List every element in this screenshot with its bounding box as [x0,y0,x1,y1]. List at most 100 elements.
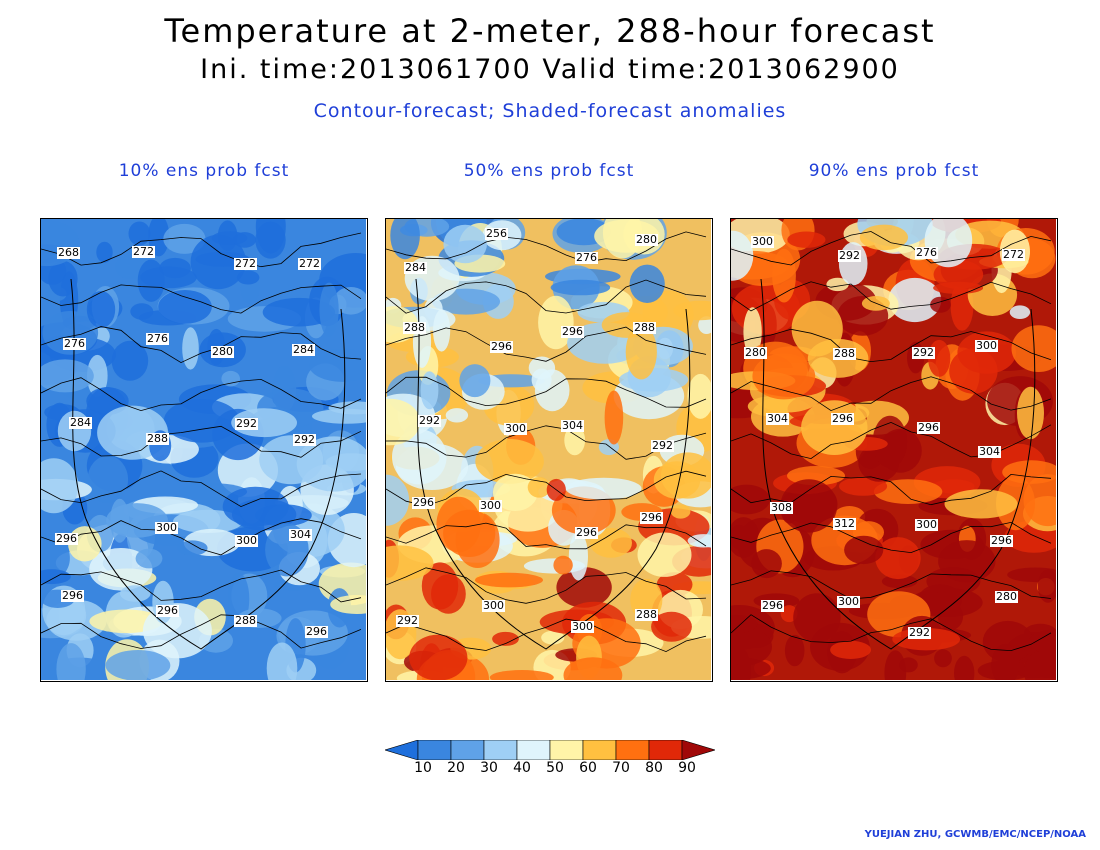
anomaly-blob [1017,386,1044,440]
contour-label: 300 [482,599,505,612]
anomaly-blob [784,634,805,667]
contour-label: 272 [132,245,155,258]
contour-label: 296 [575,526,598,539]
contour-label: 284 [69,416,92,429]
anomaly-blob [938,540,996,583]
contour-line [731,473,1052,506]
anomaly-blob [888,277,942,323]
contour-label: 292 [912,346,935,359]
contour-line [386,376,707,408]
colorbar-segment [681,740,715,760]
anomaly-blob [568,532,588,581]
anomaly-blob [152,580,174,624]
anomaly-blob [87,354,108,397]
anomaly-blob [140,266,197,289]
anomaly-blob [875,537,921,580]
anomaly-blob [445,408,469,423]
anomaly-blob [698,316,711,334]
contour-label: 292 [651,439,674,452]
anomaly-blob [872,415,908,468]
colorbar-segment [385,740,419,760]
contour-line [41,518,362,556]
contour-label: 304 [289,528,312,541]
anomaly-blob [222,486,289,527]
contour-label: 296 [831,412,854,425]
contour-label: 292 [838,249,861,262]
contour-line [731,376,1052,412]
anomaly-blob [135,548,163,569]
contour-label: 296 [640,511,663,524]
anomaly-blob [731,484,770,515]
contour-line [386,425,707,460]
contour-line [731,231,1052,266]
anomaly-blob [731,517,760,558]
contour-label: 292 [418,414,441,427]
anomaly-blob [1037,569,1056,603]
anomaly-blob [550,279,611,296]
map-panel-50: 284 256 276 280 288 296 296 288 292 300 304 292 296 3… [385,218,713,682]
anomaly-blob [670,504,691,519]
coastline [760,278,1036,650]
contour-line [731,521,1052,554]
contour-line [386,567,707,604]
anomaly-blob [41,458,79,514]
anomaly-blob [459,364,491,398]
anomaly-blob [949,348,998,394]
contour-label: 292 [293,433,316,446]
contour-label: 300 [479,499,502,512]
anomaly-blob [629,264,665,303]
contour-line [41,326,362,364]
colorbar-tick-label: 70 [612,760,630,776]
anomaly-blob [492,631,519,646]
colorbar-tick-label: 60 [579,760,597,776]
contour-label: 288 [635,608,658,621]
anomaly-blob [489,670,554,680]
anomaly-field [386,219,711,680]
contour-line [386,326,707,362]
colorbar-segment [615,740,650,760]
anomaly-blob [177,540,208,556]
contour-label: 300 [751,235,774,248]
anomaly-blob [743,307,762,357]
anomaly-blob [255,221,286,259]
contour-label: 272 [1002,248,1025,261]
contour-label: 276 [915,246,938,259]
anomaly-blob [565,477,642,500]
contour-label: 276 [146,332,169,345]
contour-label: 300 [837,595,860,608]
anomaly-blob [386,398,421,446]
anomaly-blob [158,290,212,324]
anomaly-blob [793,593,841,643]
contour-line [41,377,362,412]
anomaly-blob [873,479,943,504]
contour-label: 300 [571,620,594,633]
legend-description: Contour-forecast; Shaded-forecast anomal… [313,100,787,122]
anomaly-blob [563,657,623,680]
contour-label: 304 [978,445,1001,458]
anomaly-blob [128,221,151,246]
contour-label: 296 [990,534,1013,547]
contour-line [41,569,362,603]
contour-label: 296 [917,421,940,434]
contour-line [386,470,707,507]
contour-label: 296 [761,599,784,612]
contour-line [731,614,1052,652]
contour-label: 288 [146,432,169,445]
anomaly-blob [492,473,538,511]
anomaly-blob [390,219,420,260]
map-panel-10: 268 272 272 272 276 276 280 284 284 288 292 292 296 3… [40,218,368,682]
anomaly-blob [262,297,336,327]
anomaly-blob [319,282,339,337]
colorbar-segment [516,740,551,760]
colorbar-tick-label: 10 [414,760,432,776]
anomaly-blob [541,630,565,645]
contour-line [731,328,1052,363]
anomaly-blob [653,461,701,499]
anomaly-blob [173,509,243,533]
contour-label: 296 [490,340,513,353]
anomaly-blob [553,555,573,575]
anomaly-blob [236,270,260,285]
anomaly-blob [556,567,612,608]
anomaly-blob [772,248,796,303]
colorbar-segment [648,740,683,760]
